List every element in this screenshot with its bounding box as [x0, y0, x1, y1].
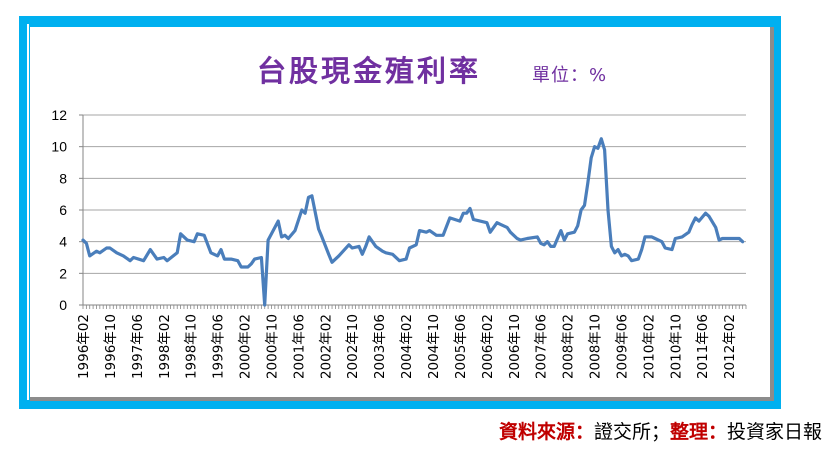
x-tick-label: 2004年02 — [399, 314, 415, 379]
x-tick-label: 1999年06 — [211, 314, 227, 379]
x-tick-label: 2000年02 — [238, 314, 254, 379]
x-tick-label: 2005年06 — [453, 314, 469, 379]
x-tick-label: 1997年06 — [130, 314, 146, 379]
x-tick-label: 2010年10 — [668, 314, 684, 379]
x-tick-label: 2002年02 — [318, 314, 334, 379]
x-tick-label: 2006年10 — [507, 314, 523, 379]
x-tick-label: 1998年02 — [157, 314, 173, 379]
x-tick-label: 2012年02 — [722, 314, 738, 379]
y-tick-label: 8 — [59, 170, 67, 186]
x-tick-label: 2008年10 — [588, 314, 604, 379]
x-tick-label: 2003年06 — [372, 314, 388, 379]
chart-panel — [30, 27, 774, 401]
source-label: 資料來源： — [498, 421, 594, 443]
source-note: 資料來源：證交所；整理：投資家日報 — [499, 417, 822, 444]
x-tick-label: 2006年02 — [480, 314, 496, 379]
x-tick-label: 1998年10 — [184, 314, 200, 379]
editor-value: 投資家日報 — [726, 421, 822, 443]
x-tick-label: 2004年10 — [426, 314, 442, 379]
y-tick-label: 12 — [51, 107, 67, 123]
x-tick-label: 2007年06 — [534, 314, 550, 379]
y-tick-label: 0 — [59, 297, 67, 313]
chart-title: 台股現金殖利率 — [257, 54, 482, 88]
unit-label: 單位：% — [532, 65, 608, 86]
y-tick-label: 2 — [59, 265, 67, 281]
x-tick-label: 2002年10 — [345, 314, 361, 379]
frame-divider — [27, 24, 29, 400]
x-tick-label: 2011年06 — [695, 314, 711, 379]
y-tick-label: 4 — [59, 234, 67, 250]
x-tick-label: 2001年06 — [291, 314, 307, 379]
y-tick-label: 6 — [59, 202, 67, 218]
series-line — [81, 137, 745, 307]
x-tick-label: 2009年06 — [614, 314, 630, 379]
editor-label: 整理： — [669, 421, 727, 443]
x-tick-label: 2008年02 — [561, 314, 577, 379]
source-value: 證交所； — [593, 421, 670, 443]
x-tick-label: 2010年02 — [641, 314, 657, 379]
x-tick-label: 2000年10 — [264, 314, 280, 379]
x-tick-label: 1996年10 — [103, 314, 119, 379]
y-tick-label: 10 — [51, 139, 67, 155]
x-tick-label: 1996年02 — [76, 314, 92, 379]
